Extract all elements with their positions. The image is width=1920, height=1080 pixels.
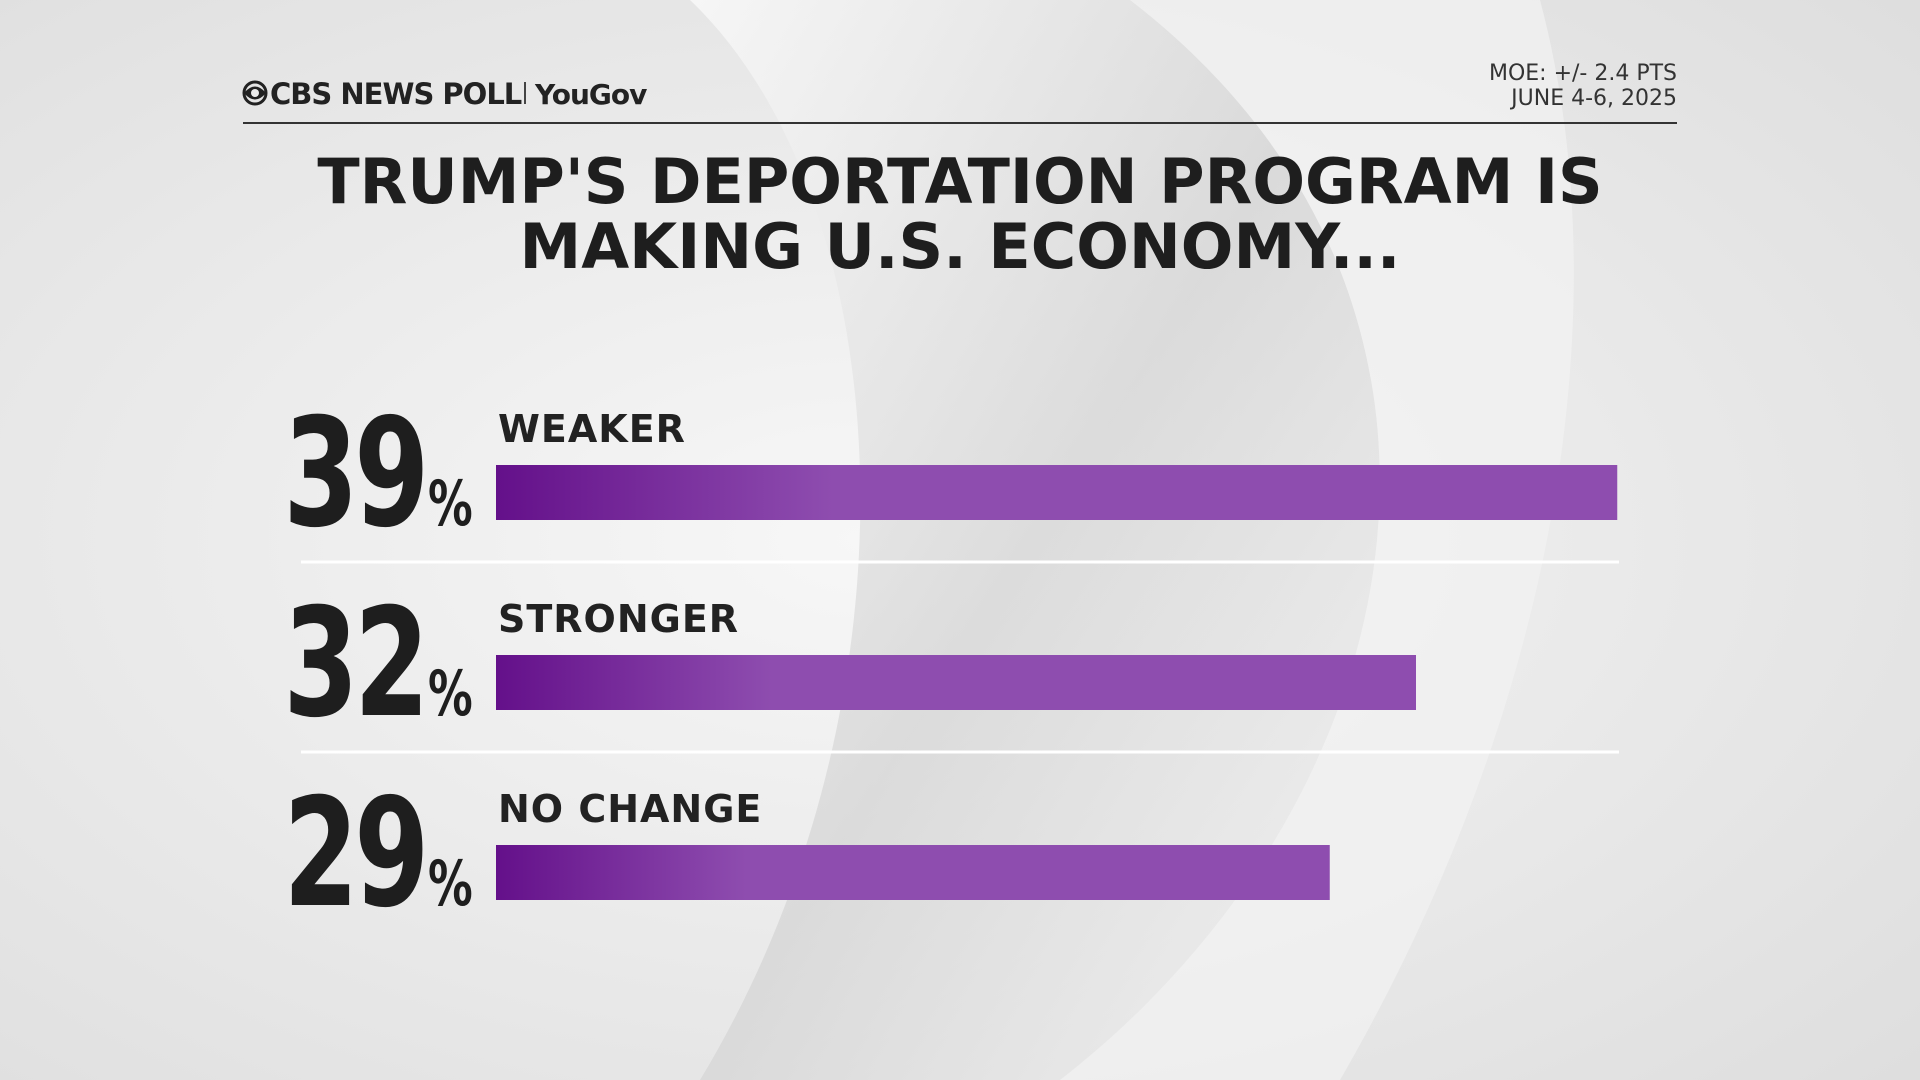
value-label: 32 xyxy=(283,576,429,750)
bar xyxy=(496,465,1618,520)
value-label: 29 xyxy=(283,766,429,940)
chart-title: MAKING U.S. ECONOMY... xyxy=(520,210,1401,283)
category-label: WEAKER xyxy=(498,407,686,451)
category-label: NO CHANGE xyxy=(498,787,762,831)
value-number: 39 xyxy=(283,386,425,560)
category-label: STRONGER xyxy=(498,597,739,641)
value-unit: % xyxy=(428,658,473,730)
bar xyxy=(496,655,1416,710)
background-swirl xyxy=(690,0,1380,1080)
chart-title: TRUMP'S DEPORTATION PROGRAM IS xyxy=(317,145,1602,218)
cbs-eye xyxy=(242,80,268,106)
value-number: 32 xyxy=(283,576,425,750)
value-number: 29 xyxy=(283,766,425,940)
value-label: 39 xyxy=(283,386,429,560)
source: CBS NEWS POLL xyxy=(270,77,522,111)
partner: YouGov xyxy=(534,78,647,111)
value-unit: % xyxy=(428,848,473,920)
value-unit: % xyxy=(428,468,473,540)
bar xyxy=(496,845,1330,900)
moe: MOE: +/- 2.4 PTS xyxy=(1489,61,1677,86)
background-swirl xyxy=(1060,0,1574,1080)
date: JUNE 4-6, 2025 xyxy=(1509,86,1677,111)
